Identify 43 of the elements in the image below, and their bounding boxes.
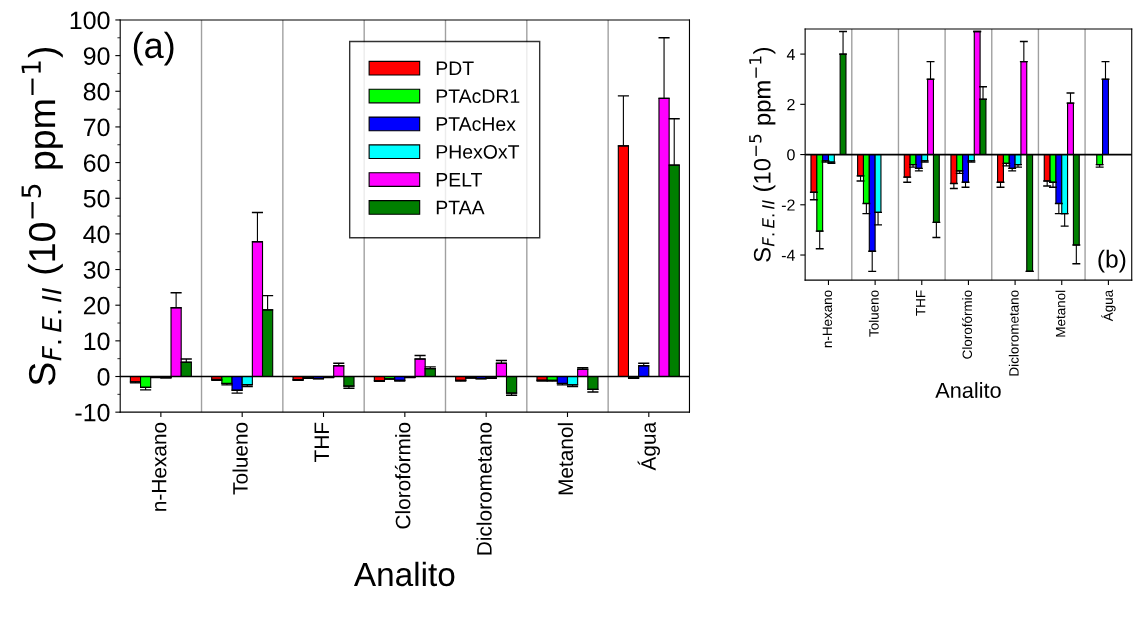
x-tick-label: n-Hexano: [822, 290, 833, 348]
y-tick-label: -2: [781, 199, 795, 211]
y-tick-label: 70: [83, 118, 110, 137]
y-tick-label: 2: [787, 98, 795, 111]
legend-label: PTAcDR1: [436, 89, 520, 104]
y-tick-label: 30: [83, 261, 110, 279]
x-tick-label: THF: [916, 290, 926, 316]
y-tick-label: 50: [83, 189, 110, 208]
x-axis-title: Analito: [353, 561, 455, 587]
x-tick-label: Diclorometano: [1008, 290, 1019, 376]
y-tick-label: 60: [83, 154, 110, 172]
y-tick-label: 0: [787, 149, 795, 161]
legend-label: PDT: [436, 61, 474, 75]
x-tick-label: Clorofórmio: [962, 290, 973, 359]
y-tick-label: -4: [781, 249, 795, 261]
legend-label: PTAA: [436, 200, 485, 215]
y-tick-label: 10: [84, 332, 110, 351]
y-tick-label: 40: [83, 225, 110, 244]
y-tick-label: 100: [70, 11, 110, 30]
x-tick-label: Metanol: [1055, 290, 1066, 337]
annotation: (b): [1098, 249, 1126, 273]
x-tick-label: n-Hexano: [151, 422, 167, 511]
y-tick-label: 90: [83, 47, 110, 65]
legend-label: PTAcHex: [436, 117, 516, 131]
y-tick-label: 80: [83, 82, 110, 101]
x-tick-label: Água: [637, 421, 660, 471]
x-tick-label: Clorofórmio: [394, 422, 411, 529]
y-tick-label: 0: [97, 368, 110, 386]
annotation: (a): [133, 31, 174, 66]
x-tick-label: Tolueno: [232, 422, 248, 495]
y-tick-label: 20: [83, 296, 110, 315]
y-axis-title: S$_{F.E.II}$ (10$^{−5}$ ppm$^{−1}$): [21, 47, 63, 385]
legend-label: PHexOxT: [436, 144, 520, 159]
legend-label: PELT: [436, 173, 482, 187]
x-tick-label: Tolueno: [868, 290, 879, 337]
x-tick-label: Diclorometano: [476, 422, 492, 555]
x-tick-label: Metanol: [557, 423, 574, 495]
x-axis-title: Analito: [935, 382, 1001, 399]
x-tick-label: Água: [1101, 289, 1116, 322]
y-axis-title: S$_{F.E.II}$ (10$^{−5}$ ppm$^{−1}$): [749, 47, 776, 262]
y-tick-label: -10: [75, 403, 110, 422]
x-tick-label: THF: [314, 422, 329, 462]
y-tick-label: 4: [786, 48, 795, 60]
